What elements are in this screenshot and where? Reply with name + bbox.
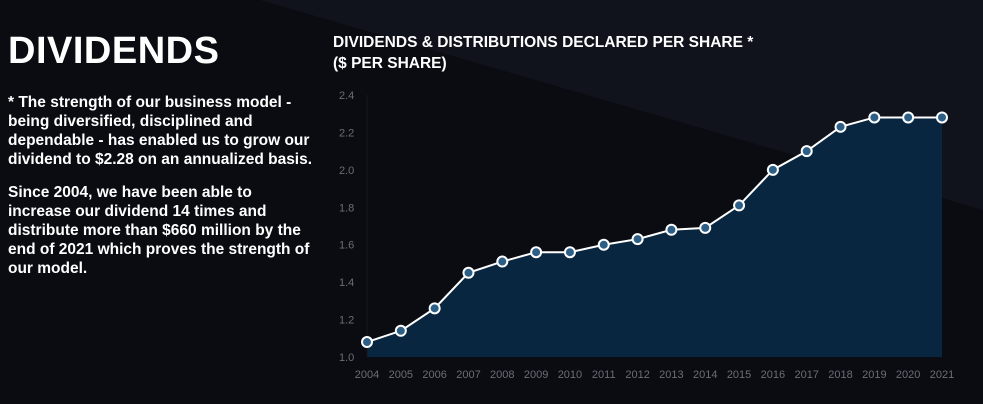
x-tick-label: 2007 (456, 369, 480, 381)
data-point-2019 (868, 111, 881, 124)
data-point-2009 (530, 246, 543, 259)
data-point-2011 (597, 238, 610, 251)
x-tick-label: 2010 (558, 369, 582, 381)
page-heading: DIVIDENDS (8, 30, 220, 72)
x-tick-label: 2009 (524, 369, 548, 381)
data-point-2017 (800, 145, 813, 158)
data-point-2012 (631, 233, 644, 246)
data-point-2018 (834, 120, 847, 133)
x-tick-label: 2015 (727, 369, 751, 381)
data-point-2014 (699, 221, 712, 234)
x-tick-label: 2006 (422, 369, 446, 381)
chart-title: DIVIDENDS & DISTRIBUTIONS DECLARED PER S… (333, 32, 753, 74)
x-tick-label: 2011 (592, 369, 616, 381)
chart-title-line1: DIVIDENDS & DISTRIBUTIONS DECLARED PER S… (333, 34, 754, 51)
x-tick-label: 2017 (794, 369, 818, 381)
area-fill (367, 117, 942, 357)
x-tick-label: 2012 (625, 369, 649, 381)
y-tick-label: 1.8 (339, 202, 354, 214)
data-point-2010 (563, 246, 576, 259)
intro-paragraph: * The strength of our business model - b… (8, 94, 313, 168)
data-point-2008 (496, 255, 509, 268)
intro-panel: DIVIDENDS * The strength of our business… (8, 30, 318, 278)
x-tick-label: 2019 (862, 369, 886, 381)
y-tick-label: 2.4 (339, 90, 354, 102)
history-paragraph: Since 2004, we have been able to increas… (8, 184, 310, 277)
data-point-2015 (733, 199, 746, 212)
y-tick-label: 1.6 (339, 240, 354, 252)
data-point-2007 (462, 266, 475, 279)
chart-subtitle: ($ PER SHARE) (333, 55, 447, 72)
data-point-2005 (394, 324, 407, 337)
data-point-2021 (936, 111, 948, 124)
data-point-2020 (902, 111, 915, 124)
y-tick-label: 2.0 (339, 165, 354, 177)
y-tick-label: 1.2 (339, 315, 354, 327)
x-tick-label: 2016 (761, 369, 785, 381)
x-tick-label: 2004 (355, 369, 379, 381)
y-tick-label: 1.4 (339, 277, 354, 289)
x-tick-label: 2005 (389, 369, 413, 381)
data-point-2016 (766, 163, 779, 176)
x-tick-label: 2013 (659, 369, 683, 381)
x-tick-label: 2020 (896, 369, 920, 381)
x-tick-label: 2018 (828, 369, 852, 381)
data-point-2004 (361, 336, 373, 349)
x-tick-label: 2008 (490, 369, 514, 381)
data-point-2006 (428, 302, 441, 315)
y-tick-label: 1.0 (339, 352, 354, 364)
x-tick-label: 2014 (693, 369, 717, 381)
x-tick-label: 2021 (930, 369, 954, 381)
y-tick-label: 2.2 (339, 127, 354, 139)
data-point-2013 (665, 223, 678, 236)
